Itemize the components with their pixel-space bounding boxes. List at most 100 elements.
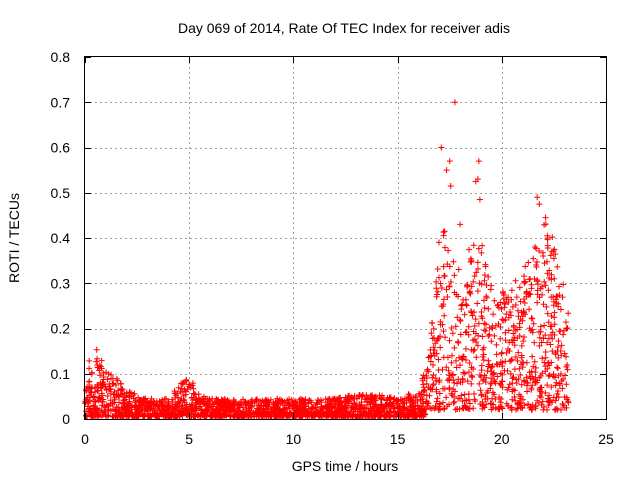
data-point: [452, 323, 459, 330]
data-point: [478, 308, 485, 315]
data-point: [486, 331, 493, 338]
data-point: [508, 296, 515, 303]
y-tick-label: 0.7: [51, 94, 71, 110]
data-point: [322, 402, 329, 409]
data-point: [466, 360, 473, 367]
data-point: [530, 255, 537, 262]
data-point: [393, 397, 400, 404]
data-point: [544, 310, 551, 317]
data-point: [445, 367, 452, 374]
data-point: [86, 365, 93, 372]
data-point: [446, 372, 453, 379]
data-point: [556, 292, 563, 299]
data-point: [433, 398, 440, 405]
data-point: [95, 397, 102, 404]
data-point: [520, 377, 527, 384]
data-point: [137, 411, 144, 418]
data-point: [531, 339, 538, 346]
data-point: [526, 405, 533, 412]
data-point: [537, 384, 544, 391]
data-point: [529, 382, 536, 389]
data-point: [451, 272, 458, 279]
data-point: [536, 342, 543, 349]
data-point: [476, 380, 483, 387]
data-point: [516, 332, 523, 339]
data-point: [565, 310, 572, 317]
data-point: [433, 291, 440, 298]
data-point: [460, 296, 467, 303]
data-point: [442, 334, 449, 341]
data-point: [427, 385, 434, 392]
data-point: [530, 363, 537, 370]
data-point: [540, 252, 547, 259]
data-point: [565, 399, 572, 406]
data-point: [396, 402, 403, 409]
data-point: [498, 395, 505, 402]
data-point: [479, 346, 486, 353]
data-point: [499, 316, 506, 323]
data-point: [529, 315, 536, 322]
data-point: [508, 287, 515, 294]
data-point: [431, 334, 438, 341]
data-point: [462, 345, 469, 352]
data-point: [458, 306, 465, 313]
data-point: [110, 391, 117, 398]
data-point: [536, 387, 543, 394]
data-point: [520, 309, 527, 316]
data-point: [141, 404, 148, 411]
data-point: [302, 403, 309, 410]
x-tick-label: 5: [185, 431, 193, 447]
data-point: [351, 392, 358, 399]
data-point: [561, 350, 568, 357]
data-point: [96, 394, 103, 401]
data-point: [537, 285, 544, 292]
data-point: [455, 339, 462, 346]
data-point: [89, 408, 96, 415]
y-axis-title: ROTI / TECUs: [6, 193, 22, 283]
data-point: [505, 294, 512, 301]
data-point: [454, 406, 461, 413]
data-point: [465, 369, 472, 376]
data-point: [534, 259, 541, 266]
data-point: [320, 410, 327, 417]
data-point: [434, 265, 441, 272]
data-point: [534, 194, 541, 201]
data-point: [511, 387, 518, 394]
data-point: [105, 402, 112, 409]
data-point: [348, 394, 355, 401]
data-point: [387, 409, 394, 416]
data-point: [462, 329, 469, 336]
y-tick-label: 0.1: [51, 366, 71, 382]
data-point: [497, 324, 504, 331]
data-point: [522, 263, 529, 270]
data-point: [198, 406, 205, 413]
data-point: [263, 397, 270, 404]
data-point: [538, 339, 545, 346]
data-point: [549, 335, 556, 342]
data-point: [552, 296, 559, 303]
data-point: [314, 397, 321, 404]
data-point: [487, 286, 494, 293]
data-point: [242, 411, 249, 418]
data-point: [507, 312, 514, 319]
data-point: [468, 380, 475, 387]
data-point: [491, 332, 498, 339]
data-point: [498, 306, 505, 313]
data-point: [383, 397, 390, 404]
data-point: [512, 277, 519, 284]
data-point: [436, 390, 443, 397]
data-point: [477, 401, 484, 408]
data-point: [548, 383, 555, 390]
data-point: [220, 406, 227, 413]
data-point: [431, 347, 438, 354]
data-point: [448, 324, 455, 331]
data-point: [518, 352, 525, 359]
data-point: [372, 413, 379, 420]
data-point: [226, 406, 233, 413]
data-point: [443, 286, 450, 293]
x-tick-label: 25: [598, 431, 614, 447]
data-point: [450, 399, 457, 406]
data-point: [499, 384, 506, 391]
data-point: [533, 245, 540, 252]
